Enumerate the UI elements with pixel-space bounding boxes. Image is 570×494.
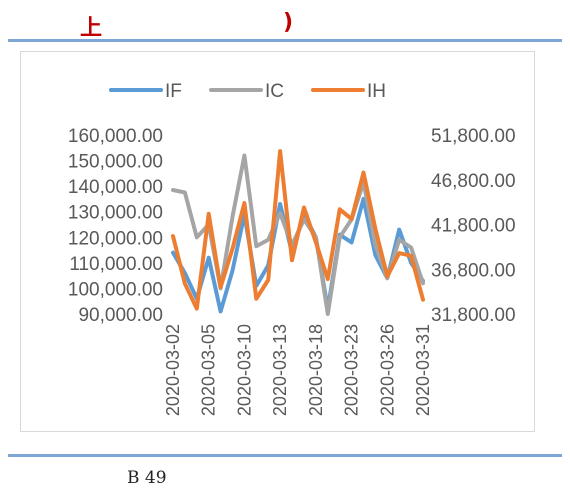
y-left-tick-label: 160,000.00 [68,126,163,147]
x-tick-label: 2020-03-02 [163,324,183,416]
x-tick-label: 2020-03-23 [342,324,362,416]
y-left-tick-label: 140,000.00 [68,177,163,198]
y-left-tick-label: 120,000.00 [68,228,163,249]
legend-label-ic: IC [265,81,284,102]
legend-label-ih: IH [367,81,386,102]
y-left-tick-label: 100,000.00 [68,279,163,300]
chart-frame: IF IC IH 160,000.00 150,000.00 140,000.00 130,… [20,51,535,432]
footer-rule [8,454,562,457]
x-tick-label: 2020-03-10 [234,324,254,416]
legend-label-if: IF [165,81,182,102]
x-tick-label: 2020-03-26 [377,324,397,416]
y-left-tick-label: 110,000.00 [69,254,163,275]
series-line-ih [171,149,425,311]
y-left-tick-label: 90,000.00 [78,305,163,326]
x-tick-label: 2020-03-13 [270,324,290,416]
y-left-tick-label: 130,000.00 [68,203,163,224]
header-rule [8,39,562,42]
header-right-text: ) [283,10,294,35]
y-right-tick-label: 46,800.00 [431,171,516,192]
x-tick-label: 2020-03-31 [413,324,433,416]
y-right-tick-label: 31,800.00 [431,305,516,326]
y-right-tick-label: 36,800.00 [431,260,516,281]
line-chart: IF IC IH 160,000.00 150,000.00 140,000.00 130,… [68,81,516,416]
header-left-text: 上 [80,16,103,41]
y-right-tick-label: 41,800.00 [431,216,516,237]
x-tick-label: 2020-03-05 [199,324,219,416]
y-right-tick-label: 51,800.00 [431,126,516,147]
figure-caption: B 49 [127,468,167,488]
y-left-tick-label: 150,000.00 [68,152,163,173]
x-tick-label: 2020-03-18 [306,324,326,416]
